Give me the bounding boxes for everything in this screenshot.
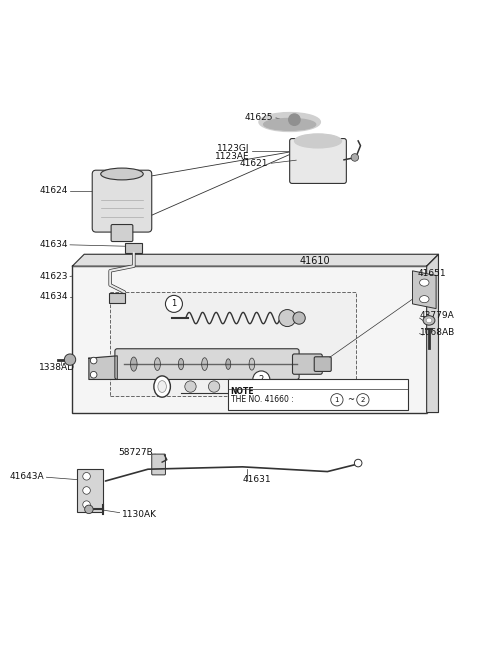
Text: 1123AE: 1123AE bbox=[215, 152, 250, 161]
Ellipse shape bbox=[226, 359, 231, 369]
Text: 58727B: 58727B bbox=[118, 448, 153, 457]
Text: 2: 2 bbox=[259, 375, 264, 384]
FancyBboxPatch shape bbox=[92, 170, 152, 232]
Circle shape bbox=[232, 381, 243, 392]
FancyBboxPatch shape bbox=[111, 225, 133, 242]
Circle shape bbox=[253, 371, 270, 388]
Text: 1130AK: 1130AK bbox=[122, 510, 157, 519]
Ellipse shape bbox=[259, 113, 320, 132]
Text: 41621: 41621 bbox=[240, 159, 268, 168]
Ellipse shape bbox=[158, 381, 167, 392]
Circle shape bbox=[83, 472, 90, 480]
Text: 41634: 41634 bbox=[39, 240, 68, 250]
Circle shape bbox=[83, 501, 90, 508]
Ellipse shape bbox=[264, 119, 316, 130]
Ellipse shape bbox=[131, 357, 137, 371]
Text: 41651: 41651 bbox=[417, 269, 446, 278]
Ellipse shape bbox=[420, 295, 429, 303]
Ellipse shape bbox=[202, 358, 208, 371]
Circle shape bbox=[354, 459, 362, 467]
Ellipse shape bbox=[294, 134, 342, 148]
Circle shape bbox=[331, 394, 343, 406]
Text: 1: 1 bbox=[171, 299, 177, 309]
Circle shape bbox=[166, 295, 182, 312]
Bar bbox=[109, 293, 125, 303]
Ellipse shape bbox=[155, 358, 160, 371]
Text: THE NO. 41660 :: THE NO. 41660 : bbox=[230, 395, 296, 404]
FancyBboxPatch shape bbox=[289, 139, 347, 183]
Ellipse shape bbox=[101, 168, 143, 180]
Circle shape bbox=[208, 381, 220, 392]
FancyBboxPatch shape bbox=[251, 388, 272, 398]
Ellipse shape bbox=[423, 316, 435, 325]
Text: 41631: 41631 bbox=[242, 475, 271, 484]
Circle shape bbox=[351, 154, 359, 161]
FancyBboxPatch shape bbox=[72, 266, 427, 413]
Circle shape bbox=[64, 354, 76, 365]
FancyBboxPatch shape bbox=[115, 348, 299, 379]
FancyBboxPatch shape bbox=[228, 379, 408, 410]
Text: 2: 2 bbox=[360, 397, 365, 403]
Circle shape bbox=[279, 310, 296, 327]
Circle shape bbox=[357, 394, 369, 406]
Circle shape bbox=[289, 114, 300, 125]
Polygon shape bbox=[427, 254, 438, 413]
Text: 1: 1 bbox=[335, 397, 339, 403]
Circle shape bbox=[293, 312, 305, 324]
Text: 1338AD: 1338AD bbox=[39, 363, 75, 372]
Ellipse shape bbox=[154, 376, 170, 397]
Text: ~: ~ bbox=[347, 395, 354, 404]
Circle shape bbox=[90, 371, 97, 378]
Ellipse shape bbox=[420, 279, 429, 286]
Text: 41625: 41625 bbox=[245, 113, 273, 122]
Text: 43779A: 43779A bbox=[420, 311, 454, 320]
Text: NOTE: NOTE bbox=[230, 386, 254, 396]
Bar bbox=[125, 244, 142, 253]
FancyBboxPatch shape bbox=[110, 292, 356, 396]
Polygon shape bbox=[89, 356, 117, 379]
FancyBboxPatch shape bbox=[77, 469, 103, 512]
Text: 41610: 41610 bbox=[299, 256, 330, 267]
Polygon shape bbox=[412, 271, 436, 309]
Circle shape bbox=[185, 381, 196, 392]
Polygon shape bbox=[72, 254, 438, 266]
FancyBboxPatch shape bbox=[314, 357, 331, 371]
Circle shape bbox=[84, 505, 93, 514]
FancyBboxPatch shape bbox=[292, 354, 322, 374]
Text: 41623: 41623 bbox=[39, 272, 68, 281]
Circle shape bbox=[90, 357, 97, 364]
Text: 41624: 41624 bbox=[39, 186, 68, 195]
Ellipse shape bbox=[426, 318, 432, 323]
Ellipse shape bbox=[249, 358, 255, 370]
Circle shape bbox=[83, 487, 90, 495]
Text: 41643A: 41643A bbox=[10, 472, 44, 481]
Text: 1068AB: 1068AB bbox=[420, 328, 455, 337]
Text: 1123GJ: 1123GJ bbox=[217, 145, 250, 153]
Text: 41634: 41634 bbox=[39, 292, 68, 301]
Ellipse shape bbox=[179, 358, 184, 370]
FancyBboxPatch shape bbox=[152, 454, 166, 475]
